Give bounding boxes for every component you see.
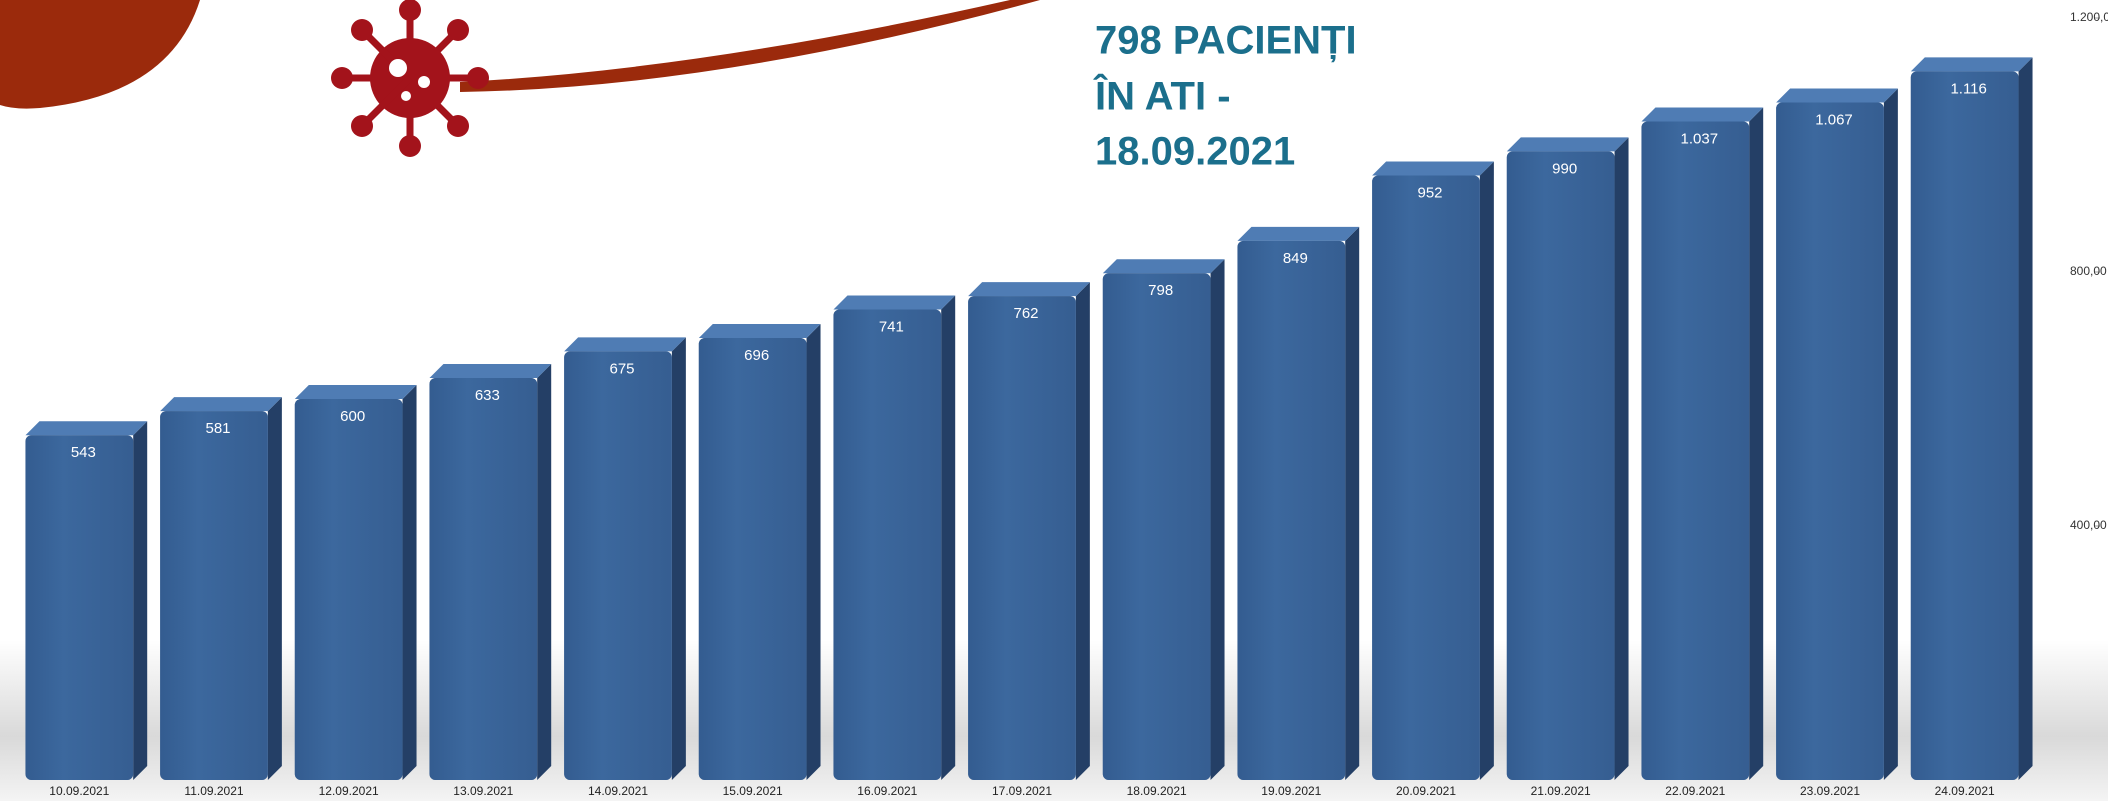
bar-shade xyxy=(1237,240,1346,780)
virus-icon xyxy=(331,0,489,157)
bar-top xyxy=(1506,137,1629,152)
bar-shade xyxy=(1506,151,1615,781)
bar-top xyxy=(1776,88,1898,103)
x-tick-label: 22.09.2021 xyxy=(1665,784,1725,798)
x-tick-label: 19.09.2021 xyxy=(1261,784,1321,798)
bar-top xyxy=(564,337,686,352)
bar-side xyxy=(402,385,417,780)
x-tick-label: 13.09.2021 xyxy=(453,784,513,798)
value-label: 849 xyxy=(1283,250,1308,267)
x-tick-label: 10.09.2021 xyxy=(49,784,109,798)
x-tick-label: 12.09.2021 xyxy=(319,784,379,798)
bar-shade xyxy=(1102,273,1211,780)
bar-top xyxy=(968,282,1090,297)
bar-top xyxy=(25,421,148,436)
value-label: 600 xyxy=(340,408,365,425)
bar-side xyxy=(806,324,821,780)
value-label: 990 xyxy=(1552,160,1577,177)
bar-top xyxy=(429,364,552,379)
bar-side xyxy=(2018,57,2033,780)
bar-top xyxy=(833,295,956,310)
bar-shade xyxy=(25,435,134,780)
x-tick-label: 21.09.2021 xyxy=(1531,784,1591,798)
bar-side xyxy=(1614,137,1629,781)
value-label: 741 xyxy=(879,318,904,335)
bar-top xyxy=(1237,226,1360,241)
value-label: 1.116 xyxy=(1950,80,1986,97)
value-label: 798 xyxy=(1148,282,1173,299)
value-label: 633 xyxy=(475,387,500,404)
bar-shade xyxy=(698,338,807,780)
red-curve xyxy=(460,0,1040,92)
bar-side xyxy=(267,397,282,780)
bar-side xyxy=(1883,88,1898,780)
value-label: 1.067 xyxy=(1815,111,1853,128)
bar-side xyxy=(133,421,148,780)
value-label: 762 xyxy=(1013,305,1038,322)
bar-top xyxy=(1102,259,1225,274)
bar-shade xyxy=(1776,102,1884,780)
bar-shade xyxy=(564,351,672,780)
bar-shade xyxy=(294,399,403,780)
bar-side xyxy=(1749,107,1764,780)
bar-top xyxy=(160,397,282,412)
bar-shade xyxy=(1641,121,1750,780)
value-label: 696 xyxy=(744,347,769,364)
corner-shape xyxy=(0,0,200,109)
bar-side xyxy=(671,337,686,780)
x-tick-label: 23.09.2021 xyxy=(1800,784,1860,798)
x-tick-label: 24.09.2021 xyxy=(1935,784,1995,798)
bar-side xyxy=(1345,226,1360,780)
bar-shade xyxy=(160,411,268,780)
bar-side xyxy=(537,364,552,780)
bar-top xyxy=(294,385,417,399)
x-tick-label: 18.09.2021 xyxy=(1127,784,1187,798)
bar-shade xyxy=(833,309,942,780)
x-tick-label: 16.09.2021 xyxy=(857,784,917,798)
title-line: ÎN ATI - xyxy=(1093,73,1231,119)
value-label: 675 xyxy=(609,360,634,377)
x-tick-label: 20.09.2021 xyxy=(1396,784,1456,798)
x-tick-label: 17.09.2021 xyxy=(992,784,1052,798)
y-tick-label: 800,00 xyxy=(2070,264,2107,278)
bar-top xyxy=(1641,107,1764,122)
bar-top xyxy=(1372,161,1494,176)
value-label: 1.037 xyxy=(1681,130,1719,147)
bar-shade xyxy=(1910,71,2019,781)
y-tick-label: 1.200,00 xyxy=(2070,10,2108,24)
value-label: 581 xyxy=(205,420,230,437)
bar-top xyxy=(1910,57,2033,72)
bar-shade xyxy=(429,378,538,780)
value-label: 952 xyxy=(1417,184,1442,201)
bar-shade xyxy=(1372,175,1480,781)
bar-side xyxy=(1075,282,1090,780)
title-line: 18.09.2021 xyxy=(1095,130,1295,174)
bar-side xyxy=(1210,259,1225,780)
y-tick-label: 400,00 xyxy=(2070,518,2107,532)
x-tick-label: 11.09.2021 xyxy=(184,784,243,798)
bar-shade xyxy=(968,296,1076,780)
bar-side xyxy=(941,295,956,780)
x-tick-label: 15.09.2021 xyxy=(723,784,783,798)
bar-side xyxy=(1479,161,1494,781)
x-tick-label: 14.09.2021 xyxy=(588,784,648,798)
title-line: 798 PACIENȚI xyxy=(1095,19,1357,63)
bar-top xyxy=(698,324,821,339)
value-label: 543 xyxy=(71,444,96,461)
